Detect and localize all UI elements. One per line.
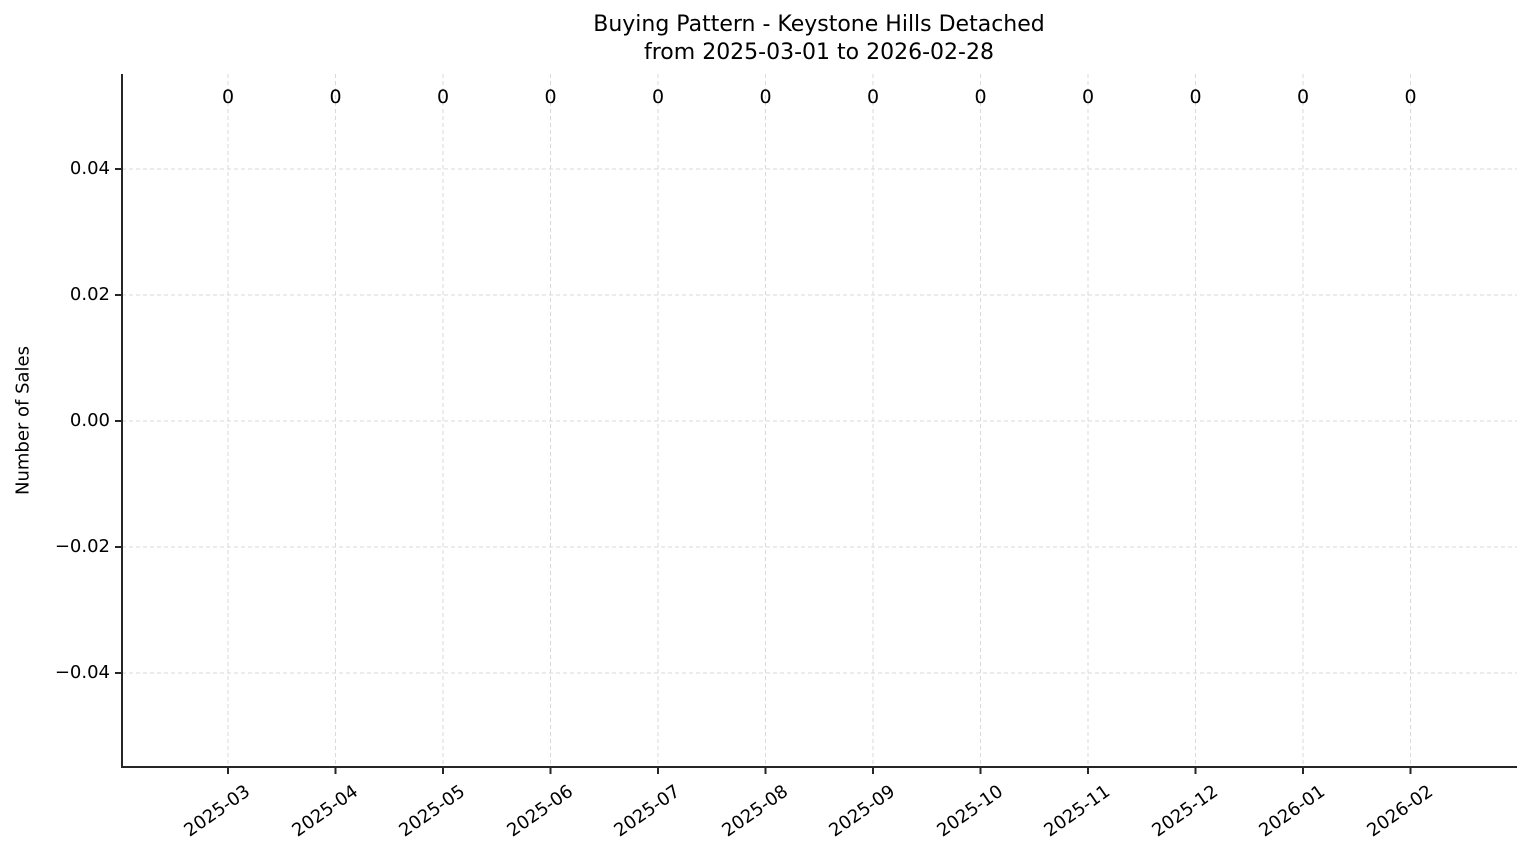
- y-tick-label: 0.00: [69, 410, 110, 431]
- bar-value-label: 0: [651, 86, 665, 108]
- bar-value-label: 0: [1081, 86, 1095, 108]
- y-tick-label: 0.02: [69, 284, 110, 305]
- bar-value-label: 0: [759, 86, 772, 108]
- bar-value-label: 0: [1404, 86, 1417, 108]
- bar-value-label: 0: [1189, 86, 1202, 108]
- chart-subtitle: from 2025-03-01 to 2026-02-28: [644, 40, 994, 65]
- bar-value-label: 0: [866, 86, 880, 108]
- bar-value-label: 0: [436, 86, 450, 108]
- y-tick-label: −0.04: [54, 662, 110, 683]
- y-tick-label: −0.02: [54, 536, 110, 557]
- bar-value-label: 0: [1296, 86, 1310, 108]
- bar-value-label: 0: [221, 86, 235, 108]
- bar-value-label: 0: [974, 86, 987, 108]
- bar-value-label: 0: [329, 86, 342, 108]
- y-axis-label: Number of Sales: [12, 346, 34, 496]
- y-tick-label: 0.04: [69, 158, 110, 179]
- chart-title: Buying Pattern - Keystone Hills Detached: [593, 12, 1045, 37]
- bar-value-label: 0: [544, 86, 557, 108]
